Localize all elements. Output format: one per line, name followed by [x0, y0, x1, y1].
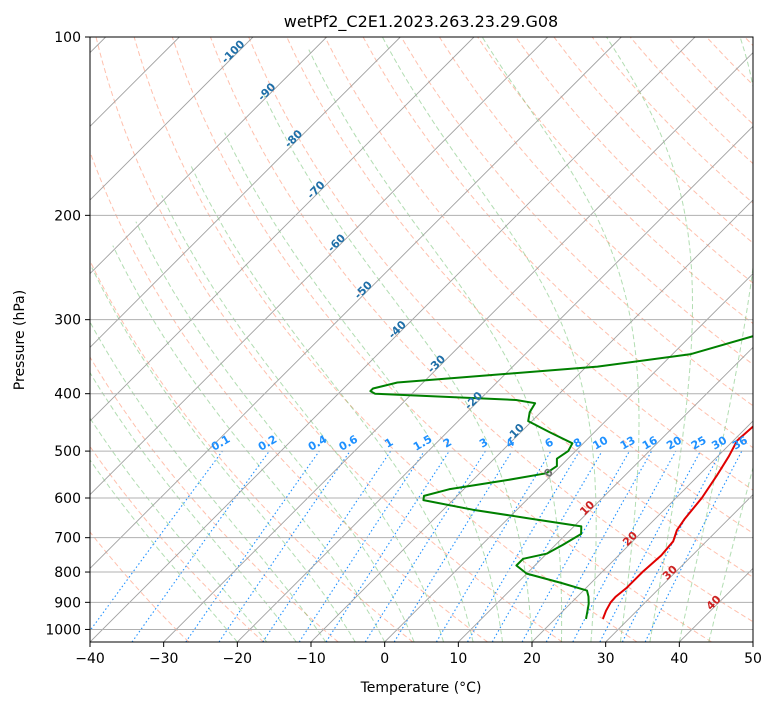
- isotherm-line: [752, 641, 753, 642]
- moist-adiabat-line: [112, 245, 386, 642]
- moist-adiabat-line: [678, 37, 753, 642]
- moist-adiabat-line: [135, 221, 415, 642]
- isotherm-line: [90, 37, 548, 496]
- dry-adiabat-line: [591, 37, 753, 204]
- dry-adiabat-line: [286, 37, 753, 534]
- isotherm-line: [90, 37, 696, 642]
- dry-adiabat-line: [171, 37, 712, 642]
- x-tick-label: −40: [75, 651, 105, 667]
- mixing-ratio-line: [545, 450, 653, 642]
- mixing-ratio-line: [262, 450, 392, 642]
- isotherm-line: [605, 494, 753, 642]
- y-tick-label: 1000: [45, 622, 81, 638]
- isotherm-line: [458, 346, 753, 642]
- isotherm-line: [384, 273, 753, 642]
- axes: −40 −30 −20 −10 0 10 20 30 40 50 100 200 300 400 500 60…: [45, 30, 762, 667]
- x-tick-label: 40: [670, 651, 688, 667]
- x-axis-label: Temperature (°C): [360, 680, 482, 696]
- isotherm-line: [531, 420, 753, 642]
- temperature-profile-line: [601, 425, 753, 620]
- moist-adiabat-line: [91, 267, 356, 642]
- mixing-ratio-line: [393, 450, 513, 642]
- dry-adiabat-line: [90, 259, 414, 642]
- x-tick-label: 0: [380, 651, 389, 667]
- y-tick-label: 400: [54, 387, 81, 403]
- y-axis-label: Pressure (hPa): [12, 290, 28, 390]
- mixing-ratio-line: [644, 450, 743, 642]
- x-tick-label: 30: [597, 651, 615, 667]
- chart-title: wetPf2_C2E1.2023.263.23.29.G08: [284, 12, 558, 32]
- y-tick-label: 500: [54, 444, 81, 460]
- dry-adiabat-line: [90, 356, 339, 642]
- dry-adiabat-line: [438, 37, 753, 366]
- dry-adiabat-line: [90, 150, 488, 642]
- x-tick-label: −10: [296, 651, 326, 667]
- moist-adiabat-line: [90, 417, 268, 642]
- dry-adiabat-line: [210, 37, 753, 623]
- x-tick-label: 50: [744, 651, 762, 667]
- dry-adiabat-line: [90, 531, 190, 642]
- mixing-ratio-line: [185, 450, 320, 642]
- y-tick-label: 700: [54, 531, 81, 547]
- isotherm-line: [90, 37, 622, 569]
- moist-adiabat-line: [308, 49, 563, 642]
- isotherm-line: [90, 37, 475, 422]
- moist-adiabat-line: [190, 165, 474, 642]
- x-tick-label: −20: [223, 651, 253, 667]
- moist-adiabat-line: [263, 94, 533, 642]
- moist-adiabat-line: [90, 459, 238, 642]
- moist-adiabat-line: [90, 321, 327, 642]
- dry-adiabat-line: [95, 37, 563, 642]
- plot-frame: [89, 36, 754, 643]
- moist-adiabat-line: [161, 195, 445, 642]
- dry-adiabat-line: [400, 37, 753, 407]
- plot-background: [90, 37, 753, 642]
- dry-adiabat-line: [324, 37, 753, 491]
- mixing-ratio-line: [325, 450, 450, 642]
- dry-adiabat-line: [553, 37, 753, 244]
- isotherm-line: [90, 37, 327, 275]
- y-tick-label: 300: [54, 313, 81, 329]
- isotherm-line: [310, 199, 753, 642]
- mixing-ratio-line: [572, 450, 677, 642]
- isotherm-line: [90, 37, 401, 348]
- y-tick-label: 800: [54, 565, 81, 581]
- series-layer: [369, 335, 753, 620]
- moist-adiabat-line: [708, 465, 753, 642]
- x-tick-label: −30: [149, 651, 179, 667]
- mixing-ratio-line: [90, 450, 223, 632]
- y-tick-label: 200: [54, 208, 81, 224]
- mixing-ratio-line: [521, 450, 630, 642]
- isotherm-line: [237, 125, 753, 642]
- dry-adiabat-line: [133, 37, 638, 642]
- dry-adiabat-line: [477, 37, 753, 325]
- dewpoint-profile-line: [369, 335, 753, 620]
- isotherm-line: [90, 37, 254, 201]
- y-tick-label: 100: [54, 30, 81, 46]
- mixing-ratio-line: [298, 450, 425, 642]
- mixing-ratio-line: [131, 450, 270, 642]
- isotherm-line: [163, 52, 753, 642]
- moist-adiabat-line: [381, 37, 597, 642]
- x-tick-label: 20: [523, 651, 541, 667]
- moist-adiabat-line: [481, 37, 640, 642]
- x-tick-label: 10: [449, 651, 467, 667]
- dry-adiabat-line: [248, 37, 753, 578]
- moist-adiabat-line: [606, 37, 693, 642]
- y-tick-label: 600: [54, 491, 81, 507]
- background-lines: [90, 37, 753, 642]
- mixing-ratio-line: [218, 450, 351, 642]
- y-tick-label: 900: [54, 595, 81, 611]
